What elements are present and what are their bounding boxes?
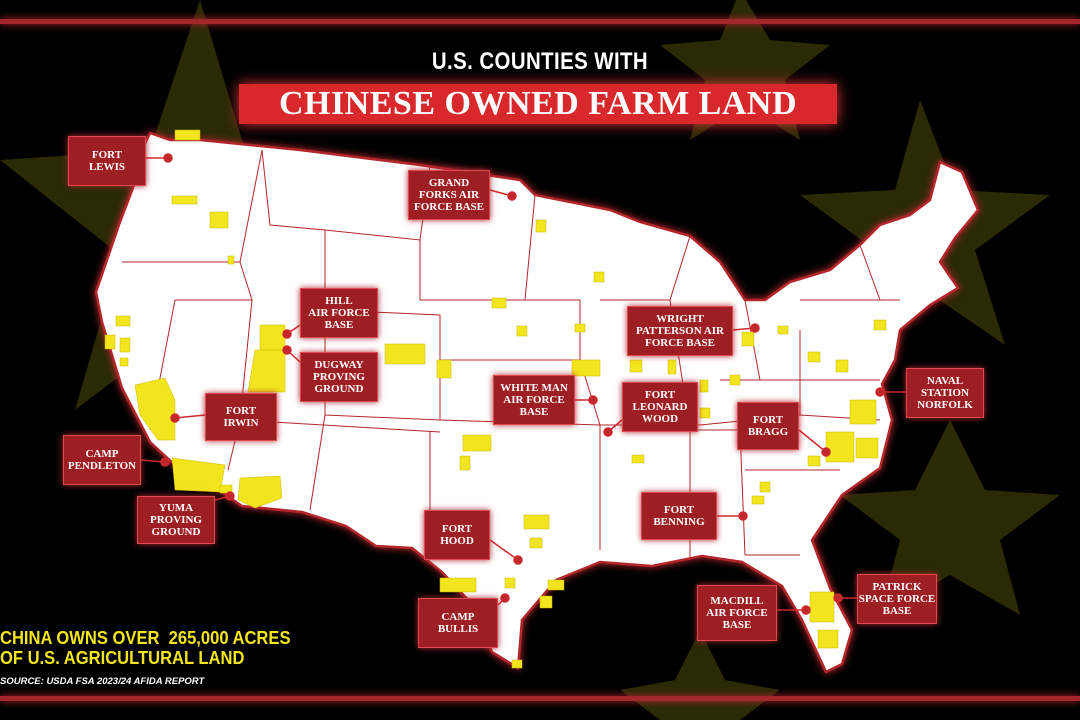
- label-fort-leonard-wood: FORT LEONARD WOOD: [622, 382, 698, 432]
- label-whiteman: WHITE MAN AIR FORCE BASE: [493, 375, 575, 425]
- county-patch: [439, 577, 477, 593]
- acreage-stat: CHINA OWNS OVER 265,000 ACRES OF U.S. AG…: [0, 628, 290, 668]
- base-connectors: [140, 153, 906, 615]
- county-patch: [667, 359, 677, 375]
- county-patch: [807, 351, 821, 363]
- county-patch: [855, 437, 879, 459]
- label-macdill: MACDILL AIR FORCE BASE: [697, 585, 777, 641]
- title-banner: CHINESE OWNED FARM LAND: [239, 84, 837, 124]
- county-patch: [115, 315, 131, 327]
- label-dugway: DUGWAY PROVING GROUND: [300, 352, 378, 402]
- county-patch: [807, 455, 821, 467]
- county-patch: [593, 271, 605, 283]
- label-wright-patterson: WRIGHT PATTERSON AIR FORCE BASE: [627, 306, 733, 356]
- county-patch: [491, 297, 507, 309]
- base-marker: [507, 191, 517, 201]
- stat-line-1: CHINA OWNS OVER 265,000 ACRES: [0, 628, 291, 648]
- county-patch: [825, 431, 855, 463]
- county-patch: [104, 334, 116, 350]
- county-patch: [237, 475, 283, 509]
- label-fort-benning: FORT BENNING: [641, 492, 717, 540]
- county-patch: [134, 377, 176, 441]
- county-patch: [459, 455, 471, 471]
- county-patch: [535, 219, 547, 233]
- county-patch: [729, 374, 741, 386]
- county-patch: [631, 454, 645, 464]
- base-marker: [282, 345, 292, 355]
- county-patch: [751, 495, 765, 505]
- base-marker: [875, 387, 885, 397]
- star-shape: [840, 420, 1060, 615]
- base-marker: [821, 447, 831, 457]
- page-title: CHINESE OWNED FARM LAND: [278, 85, 798, 122]
- county-patch: [835, 359, 849, 373]
- farmland-counties: [104, 129, 887, 669]
- county-patch: [119, 357, 129, 367]
- base-marker: [513, 555, 523, 565]
- subtitle: U.S. COUNTIES WITH: [431, 48, 649, 75]
- county-patch: [817, 629, 839, 649]
- county-patch: [571, 359, 601, 377]
- county-patch: [516, 325, 528, 337]
- stat-line-2: OF U.S. AGRICULTURAL LAND: [0, 648, 245, 668]
- base-marker: [225, 491, 235, 501]
- county-patch: [741, 331, 755, 347]
- county-patch: [699, 379, 709, 393]
- county-patch: [259, 324, 286, 351]
- label-fort-hood: FORT HOOD: [424, 510, 490, 560]
- label-camp-pendleton: CAMP PENDLETON: [63, 435, 141, 485]
- county-patch: [504, 577, 516, 589]
- label-norfolk: NAVAL STATION NORFOLK: [906, 368, 984, 418]
- base-marker: [750, 323, 760, 333]
- label-fort-lewis: FORT LEWIS: [68, 136, 146, 186]
- county-patch: [209, 211, 229, 229]
- label-fort-irwin: FORT IRWIN: [205, 393, 277, 441]
- label-patrick: PATRICK SPACE FORCE BASE: [857, 574, 937, 624]
- county-patch: [511, 659, 523, 669]
- base-marker: [738, 511, 748, 521]
- label-fort-bragg: FORT BRAGG: [737, 402, 799, 450]
- county-patch: [777, 325, 789, 335]
- base-marker: [163, 153, 173, 163]
- county-patch: [171, 195, 198, 205]
- county-patch: [809, 591, 835, 623]
- county-patch: [462, 434, 492, 452]
- county-patch: [384, 343, 426, 365]
- county-patch: [759, 481, 771, 493]
- county-patch: [574, 323, 586, 333]
- county-patch: [119, 337, 131, 353]
- label-hill-afb: HILL AIR FORCE BASE: [300, 288, 378, 338]
- county-patch: [873, 319, 887, 331]
- label-camp-bullis: CAMP BULLIS: [418, 598, 498, 648]
- county-patch: [629, 359, 643, 373]
- base-marker: [160, 457, 170, 467]
- source-note: SOURCE: USDA FSA 2023/24 AFIDA REPORT: [0, 676, 205, 687]
- county-patch: [547, 579, 565, 591]
- base-marker: [500, 593, 510, 603]
- county-patch: [529, 537, 543, 549]
- label-grand-forks: GRAND FORKS AIR FORCE BASE: [408, 170, 490, 220]
- base-marker: [833, 593, 843, 603]
- county-patch: [436, 359, 452, 379]
- label-yuma: YUMA PROVING GROUND: [137, 496, 215, 544]
- county-patch: [247, 349, 286, 393]
- county-patch: [523, 514, 550, 530]
- base-marker: [801, 605, 811, 615]
- base-marker: [603, 427, 613, 437]
- county-patch: [539, 595, 553, 609]
- base-marker: [170, 413, 180, 423]
- county-patch: [699, 407, 711, 419]
- base-marker: [588, 395, 598, 405]
- county-patch: [219, 484, 233, 494]
- top-rule: [0, 19, 1080, 24]
- county-patch: [174, 129, 201, 141]
- county-patch: [849, 399, 877, 425]
- county-patch: [227, 255, 235, 265]
- bottom-rule: [0, 696, 1080, 701]
- base-marker: [282, 329, 292, 339]
